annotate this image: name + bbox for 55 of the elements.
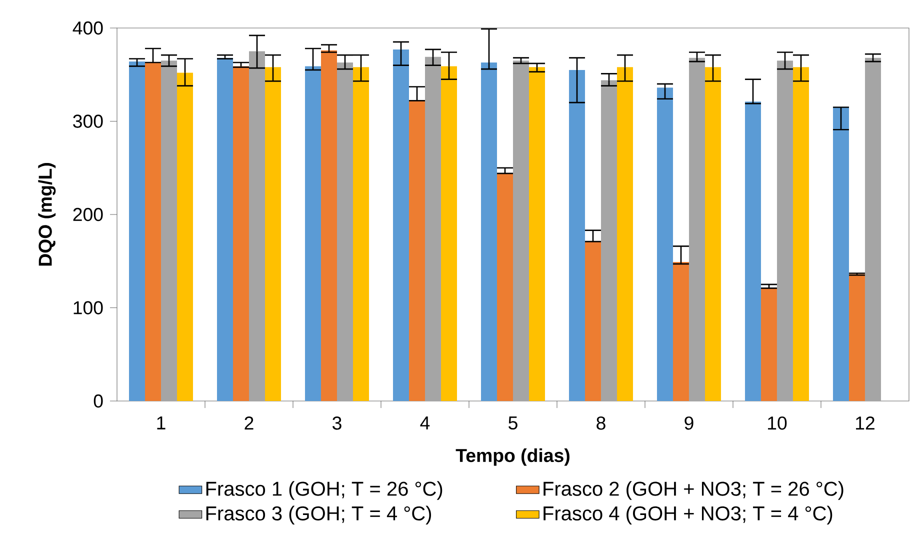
bar: [129, 62, 146, 401]
y-tick-label: 300: [73, 114, 103, 128]
bar: [512, 60, 529, 401]
bar: [568, 70, 585, 401]
bar: [704, 67, 721, 401]
x-tick-label: 1: [157, 416, 166, 430]
bar: [265, 67, 281, 401]
x-axis-title: Tempo (dias): [456, 448, 570, 466]
y-tick-label: 400: [72, 21, 103, 35]
bar: [776, 60, 793, 401]
x-tick-label: 2: [244, 416, 254, 430]
x-tick-label: 3: [332, 416, 342, 430]
x-tick-label: 8: [596, 416, 606, 430]
bar: [600, 80, 617, 401]
bar: [656, 88, 673, 401]
y-tick-label: 200: [73, 208, 103, 222]
bar: [353, 67, 369, 401]
y-axis-title: DQO (mg/L): [38, 163, 56, 266]
bar: [848, 274, 865, 401]
x-tick-label: 12: [856, 416, 874, 430]
x-tick-label: 9: [684, 416, 694, 430]
bar: [688, 58, 705, 401]
bar: [744, 102, 761, 401]
bar: [832, 107, 849, 401]
legend-label: Frasco 2 (GOH + NO3; T = 26 °C): [544, 481, 844, 500]
bar: [337, 62, 353, 401]
bar: [425, 56, 441, 401]
bar: [672, 262, 689, 401]
bar: [145, 62, 161, 401]
legend-label: Frasco 1 (GOH; T = 26 °C): [206, 481, 442, 500]
bar: [408, 100, 425, 401]
bar: [528, 67, 545, 401]
bar: [305, 66, 321, 401]
bar: [480, 62, 497, 401]
bar: [616, 67, 633, 401]
bar: [792, 67, 809, 401]
bar: [496, 173, 513, 401]
y-tick-label: 100: [74, 301, 103, 314]
legend-label: Frasco 3 (GOH; T = 4 °C): [206, 506, 431, 524]
y-tick-label: 0: [94, 394, 103, 408]
bar: [177, 72, 194, 401]
bar: [249, 51, 266, 401]
bar: [440, 66, 457, 401]
bar: [161, 60, 178, 401]
bar: [584, 242, 601, 401]
bar: [760, 288, 777, 401]
bar: [393, 49, 409, 401]
bar: [233, 66, 249, 401]
legend-label: Frasco 4 (GOH + NO3; T = 4 °C): [544, 506, 832, 524]
x-tick-label: 5: [508, 416, 518, 430]
x-tick-label: 10: [768, 416, 787, 430]
x-tick-label: 4: [420, 416, 430, 430]
bar: [320, 50, 337, 401]
bar: [864, 58, 881, 401]
bar: [217, 58, 234, 401]
